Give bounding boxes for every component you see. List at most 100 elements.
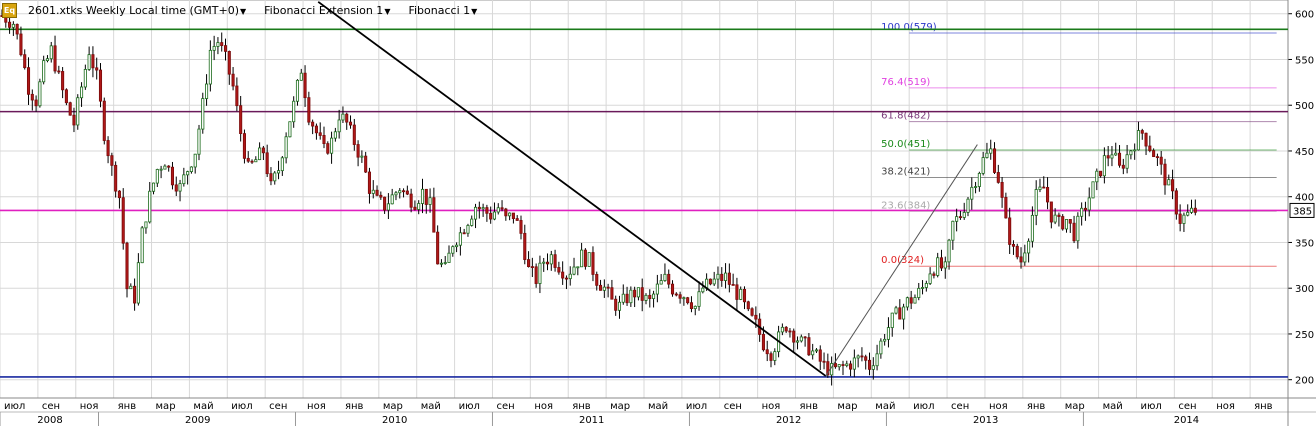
fib-level-label: 50.0(451) <box>881 139 930 150</box>
candle-body <box>136 262 140 304</box>
candle-body <box>98 69 103 102</box>
dropdown-arrow-icon[interactable]: ▼ <box>384 6 391 16</box>
candle-body <box>542 261 546 264</box>
candle-body <box>894 307 898 314</box>
price-tag-box <box>1289 202 1315 218</box>
candle-body <box>250 160 254 163</box>
fib-level-label: 100.0(579) <box>881 22 937 33</box>
candle-body <box>383 196 387 211</box>
candle-body <box>674 293 678 296</box>
candle-body <box>921 287 925 289</box>
candle-body <box>11 23 15 28</box>
candle-body <box>80 86 84 99</box>
y-tick-label: 300 <box>1295 284 1314 295</box>
candle-body <box>1189 207 1194 213</box>
x-tick-label: ноя <box>307 401 326 412</box>
x-tick-label: мар <box>383 401 403 412</box>
candle-body <box>261 147 265 154</box>
candle-body <box>1121 164 1125 169</box>
x-tick-label: май <box>875 401 895 412</box>
candle-body <box>614 298 618 311</box>
candle-body <box>538 262 542 284</box>
dropdown-arrow-icon[interactable]: ▼ <box>471 6 478 16</box>
candle-body <box>451 246 455 254</box>
candle-body <box>943 261 947 269</box>
candle-body <box>455 244 459 248</box>
x-tick-label: янв <box>572 401 591 412</box>
candle-body <box>928 273 932 284</box>
y-tick-label: 500 <box>1295 101 1314 112</box>
candle-body <box>871 365 875 370</box>
candle-body <box>780 326 784 333</box>
candle-body <box>1159 156 1163 165</box>
candle-body <box>367 171 371 194</box>
candle-body <box>125 242 129 290</box>
candle-body <box>117 190 121 199</box>
x-tick-label: ноя <box>989 401 1008 412</box>
candle-body <box>807 337 811 356</box>
candle-body <box>981 157 985 174</box>
candle-body <box>23 54 27 69</box>
candle-body <box>303 72 307 99</box>
candle-body <box>318 132 322 136</box>
candle-body <box>413 206 417 210</box>
instrument-label[interactable]: 2601.xtks Weekly Local time (GMT+0)▼ <box>28 3 247 17</box>
candle-body <box>1193 207 1197 213</box>
x-tick-label: сен <box>1178 401 1196 412</box>
candle-body <box>322 135 326 145</box>
candle-body <box>962 212 966 218</box>
y-tick-label: 200 <box>1295 376 1314 387</box>
candle-body <box>1114 152 1118 156</box>
candle-body <box>205 83 209 99</box>
candle-body <box>269 173 273 182</box>
candle-body <box>515 218 519 221</box>
study-fibonacci[interactable]: Fibonacci 1▼ <box>408 3 478 17</box>
candle-body <box>996 172 1000 183</box>
candle-body <box>599 284 603 291</box>
dropdown-arrow-icon[interactable]: ▼ <box>240 6 247 16</box>
x-tick-label: май <box>1103 401 1123 412</box>
candle-body <box>852 357 856 370</box>
x-tick-label: июл <box>231 401 252 412</box>
candle-body <box>1042 186 1046 189</box>
year-label: 2013 <box>973 415 998 426</box>
candle-body <box>856 355 860 359</box>
candle-body <box>686 297 690 304</box>
candle-body <box>568 273 572 280</box>
candle-body <box>129 285 133 290</box>
candle-body <box>1140 130 1144 134</box>
candle-body <box>333 131 337 139</box>
candle-body <box>974 186 978 188</box>
candle-body <box>186 171 190 176</box>
x-tick-label: сен <box>951 401 969 412</box>
candle-body <box>470 218 474 226</box>
candle-body <box>140 227 144 264</box>
y-tick-label: 400 <box>1295 193 1314 204</box>
candle-body <box>818 349 822 362</box>
candle-body <box>64 89 68 104</box>
candle-body <box>663 273 667 281</box>
candle-body <box>742 288 747 303</box>
y-tick-label: 350 <box>1295 238 1314 249</box>
chart-header: 2601.xtks Weekly Local time (GMT+0)▼ Fib… <box>28 2 477 18</box>
candle-body <box>277 170 281 174</box>
candle-body <box>1030 214 1034 242</box>
x-tick-label: янв <box>1254 401 1273 412</box>
candle-body <box>655 283 659 295</box>
candle-body <box>26 67 31 95</box>
candle-body <box>784 326 788 332</box>
candle-body <box>489 212 493 220</box>
candle-body <box>511 212 515 219</box>
candle-body <box>1155 156 1159 159</box>
candle-body <box>739 288 743 300</box>
candle-body <box>640 287 644 301</box>
candle-body <box>693 305 697 310</box>
candle-body <box>523 232 527 260</box>
instrument-icon[interactable]: Eq <box>2 3 17 18</box>
candle-body <box>1008 217 1012 245</box>
candle-body <box>409 193 413 208</box>
study-fib-extension[interactable]: Fibonacci Extension 1▼ <box>264 3 391 17</box>
candle-body <box>1136 130 1141 151</box>
candle-body <box>561 271 565 279</box>
